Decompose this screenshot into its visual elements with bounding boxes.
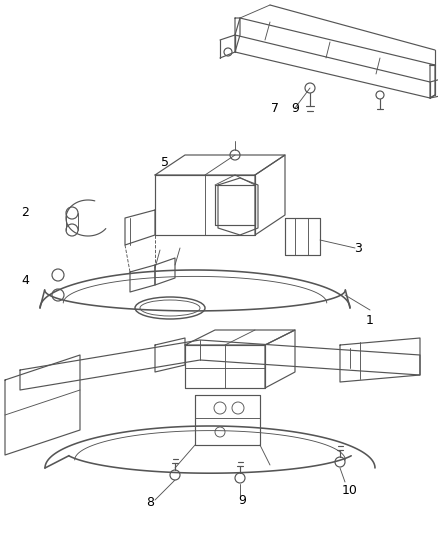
Text: 9: 9: [238, 494, 246, 506]
Text: 9: 9: [291, 101, 299, 115]
Text: 5: 5: [161, 156, 169, 168]
Text: 2: 2: [21, 206, 29, 220]
Text: 10: 10: [342, 483, 358, 497]
Text: 3: 3: [354, 241, 362, 254]
Text: 8: 8: [146, 496, 154, 508]
Text: 4: 4: [21, 273, 29, 287]
Text: 1: 1: [366, 313, 374, 327]
Text: 7: 7: [271, 101, 279, 115]
